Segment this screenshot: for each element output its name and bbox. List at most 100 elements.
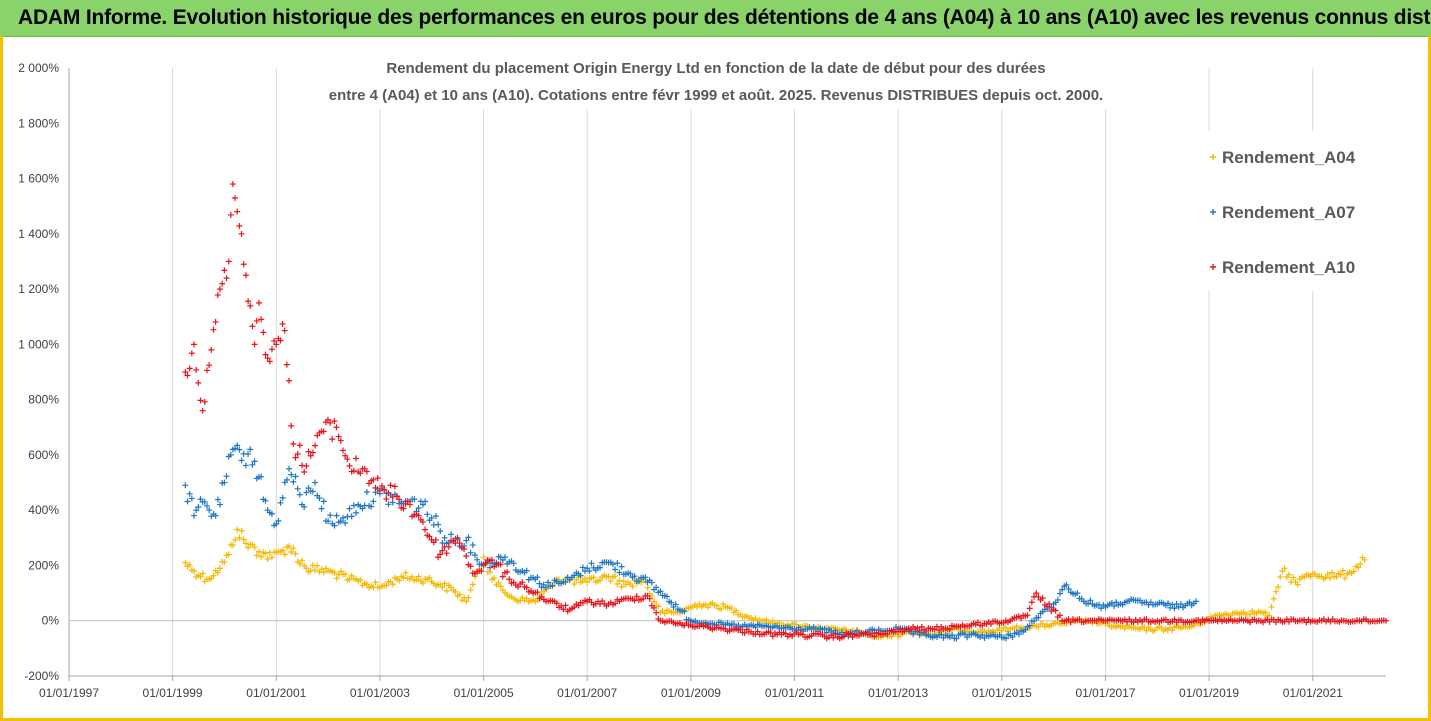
data-point bbox=[182, 482, 189, 489]
series-marker bbox=[184, 372, 191, 379]
data-point bbox=[286, 543, 293, 550]
data-point bbox=[242, 272, 249, 279]
series-marker bbox=[320, 428, 327, 435]
series-marker bbox=[404, 498, 411, 505]
series-marker bbox=[445, 543, 452, 550]
series-marker bbox=[188, 495, 195, 502]
series-marker bbox=[396, 577, 403, 584]
series-marker bbox=[271, 337, 278, 344]
series-marker bbox=[448, 531, 455, 538]
series-marker bbox=[571, 581, 578, 588]
series-marker bbox=[763, 616, 770, 623]
series-marker bbox=[1054, 596, 1061, 603]
series-marker bbox=[1350, 568, 1357, 575]
series-marker bbox=[437, 528, 444, 535]
series-marker bbox=[413, 576, 420, 583]
series-marker bbox=[651, 604, 658, 611]
series-marker bbox=[262, 351, 269, 358]
series-marker bbox=[419, 580, 426, 587]
series-marker bbox=[195, 379, 202, 386]
data-point bbox=[346, 462, 353, 469]
data-point bbox=[191, 341, 198, 348]
series-marker bbox=[329, 436, 336, 443]
series-marker bbox=[391, 483, 398, 490]
data-point bbox=[191, 567, 198, 574]
data-point bbox=[312, 479, 319, 486]
series-marker bbox=[1143, 627, 1150, 634]
series-marker bbox=[646, 595, 653, 602]
series-marker bbox=[201, 498, 208, 505]
series-marker bbox=[292, 550, 299, 557]
series-marker bbox=[1098, 605, 1105, 612]
series-marker bbox=[1003, 635, 1010, 642]
y-tick-label: 2 000% bbox=[18, 61, 59, 75]
series-marker bbox=[223, 473, 230, 480]
series-marker bbox=[327, 512, 334, 519]
series-marker bbox=[258, 553, 265, 560]
y-tick-label: 1 600% bbox=[18, 172, 59, 186]
series-marker bbox=[363, 581, 370, 588]
data-point bbox=[251, 341, 258, 348]
series-marker bbox=[383, 496, 390, 503]
series-marker bbox=[346, 505, 353, 512]
series-marker bbox=[292, 473, 299, 480]
series-marker bbox=[400, 574, 407, 581]
series-marker bbox=[331, 418, 338, 425]
legend-label: Rendement_A07 bbox=[1222, 203, 1355, 222]
series-marker bbox=[245, 544, 252, 551]
series-marker bbox=[1337, 571, 1344, 578]
series-marker bbox=[1111, 603, 1118, 610]
data-point bbox=[191, 512, 198, 519]
series-marker bbox=[219, 280, 226, 287]
series-marker bbox=[333, 575, 340, 582]
data-point bbox=[1033, 590, 1040, 597]
series-marker bbox=[296, 491, 303, 498]
series-marker bbox=[718, 605, 725, 612]
data-point bbox=[199, 407, 206, 414]
series-marker bbox=[383, 582, 390, 589]
series-marker bbox=[534, 574, 541, 581]
series-marker bbox=[534, 589, 541, 596]
series-marker bbox=[223, 275, 230, 282]
series-marker bbox=[419, 518, 426, 525]
series-marker bbox=[379, 482, 386, 489]
series-marker bbox=[350, 467, 357, 474]
series-marker bbox=[618, 563, 625, 570]
series-marker bbox=[1268, 603, 1275, 610]
series-marker bbox=[268, 510, 275, 517]
series-marker bbox=[439, 584, 446, 591]
series-marker bbox=[1281, 565, 1288, 572]
series-marker bbox=[353, 455, 360, 462]
data-point bbox=[376, 487, 383, 494]
data-point bbox=[1361, 556, 1368, 563]
data-point bbox=[234, 526, 241, 533]
series-marker bbox=[342, 571, 349, 578]
series-marker bbox=[681, 608, 688, 615]
series-marker bbox=[635, 578, 642, 585]
data-point bbox=[562, 579, 569, 586]
data-point bbox=[488, 556, 495, 563]
series-marker bbox=[422, 498, 429, 505]
series-marker bbox=[1171, 605, 1178, 612]
series-marker bbox=[186, 365, 193, 372]
series-marker bbox=[342, 520, 349, 527]
series-marker bbox=[560, 606, 567, 613]
series-marker bbox=[350, 502, 357, 509]
series-marker bbox=[359, 505, 366, 512]
series-marker bbox=[620, 578, 627, 585]
series-marker bbox=[424, 511, 431, 518]
series-marker bbox=[1015, 631, 1022, 638]
series-marker bbox=[318, 505, 325, 512]
series-marker bbox=[266, 358, 273, 365]
data-point bbox=[363, 468, 370, 475]
series-marker bbox=[612, 566, 619, 573]
series-marker bbox=[236, 446, 243, 453]
series-marker bbox=[340, 514, 347, 521]
series-marker bbox=[1262, 609, 1269, 616]
series-marker bbox=[372, 579, 379, 586]
series-marker bbox=[871, 633, 878, 640]
data-point bbox=[255, 299, 262, 306]
series-marker bbox=[1290, 574, 1297, 581]
series-marker bbox=[642, 574, 649, 581]
series-marker bbox=[221, 267, 228, 274]
